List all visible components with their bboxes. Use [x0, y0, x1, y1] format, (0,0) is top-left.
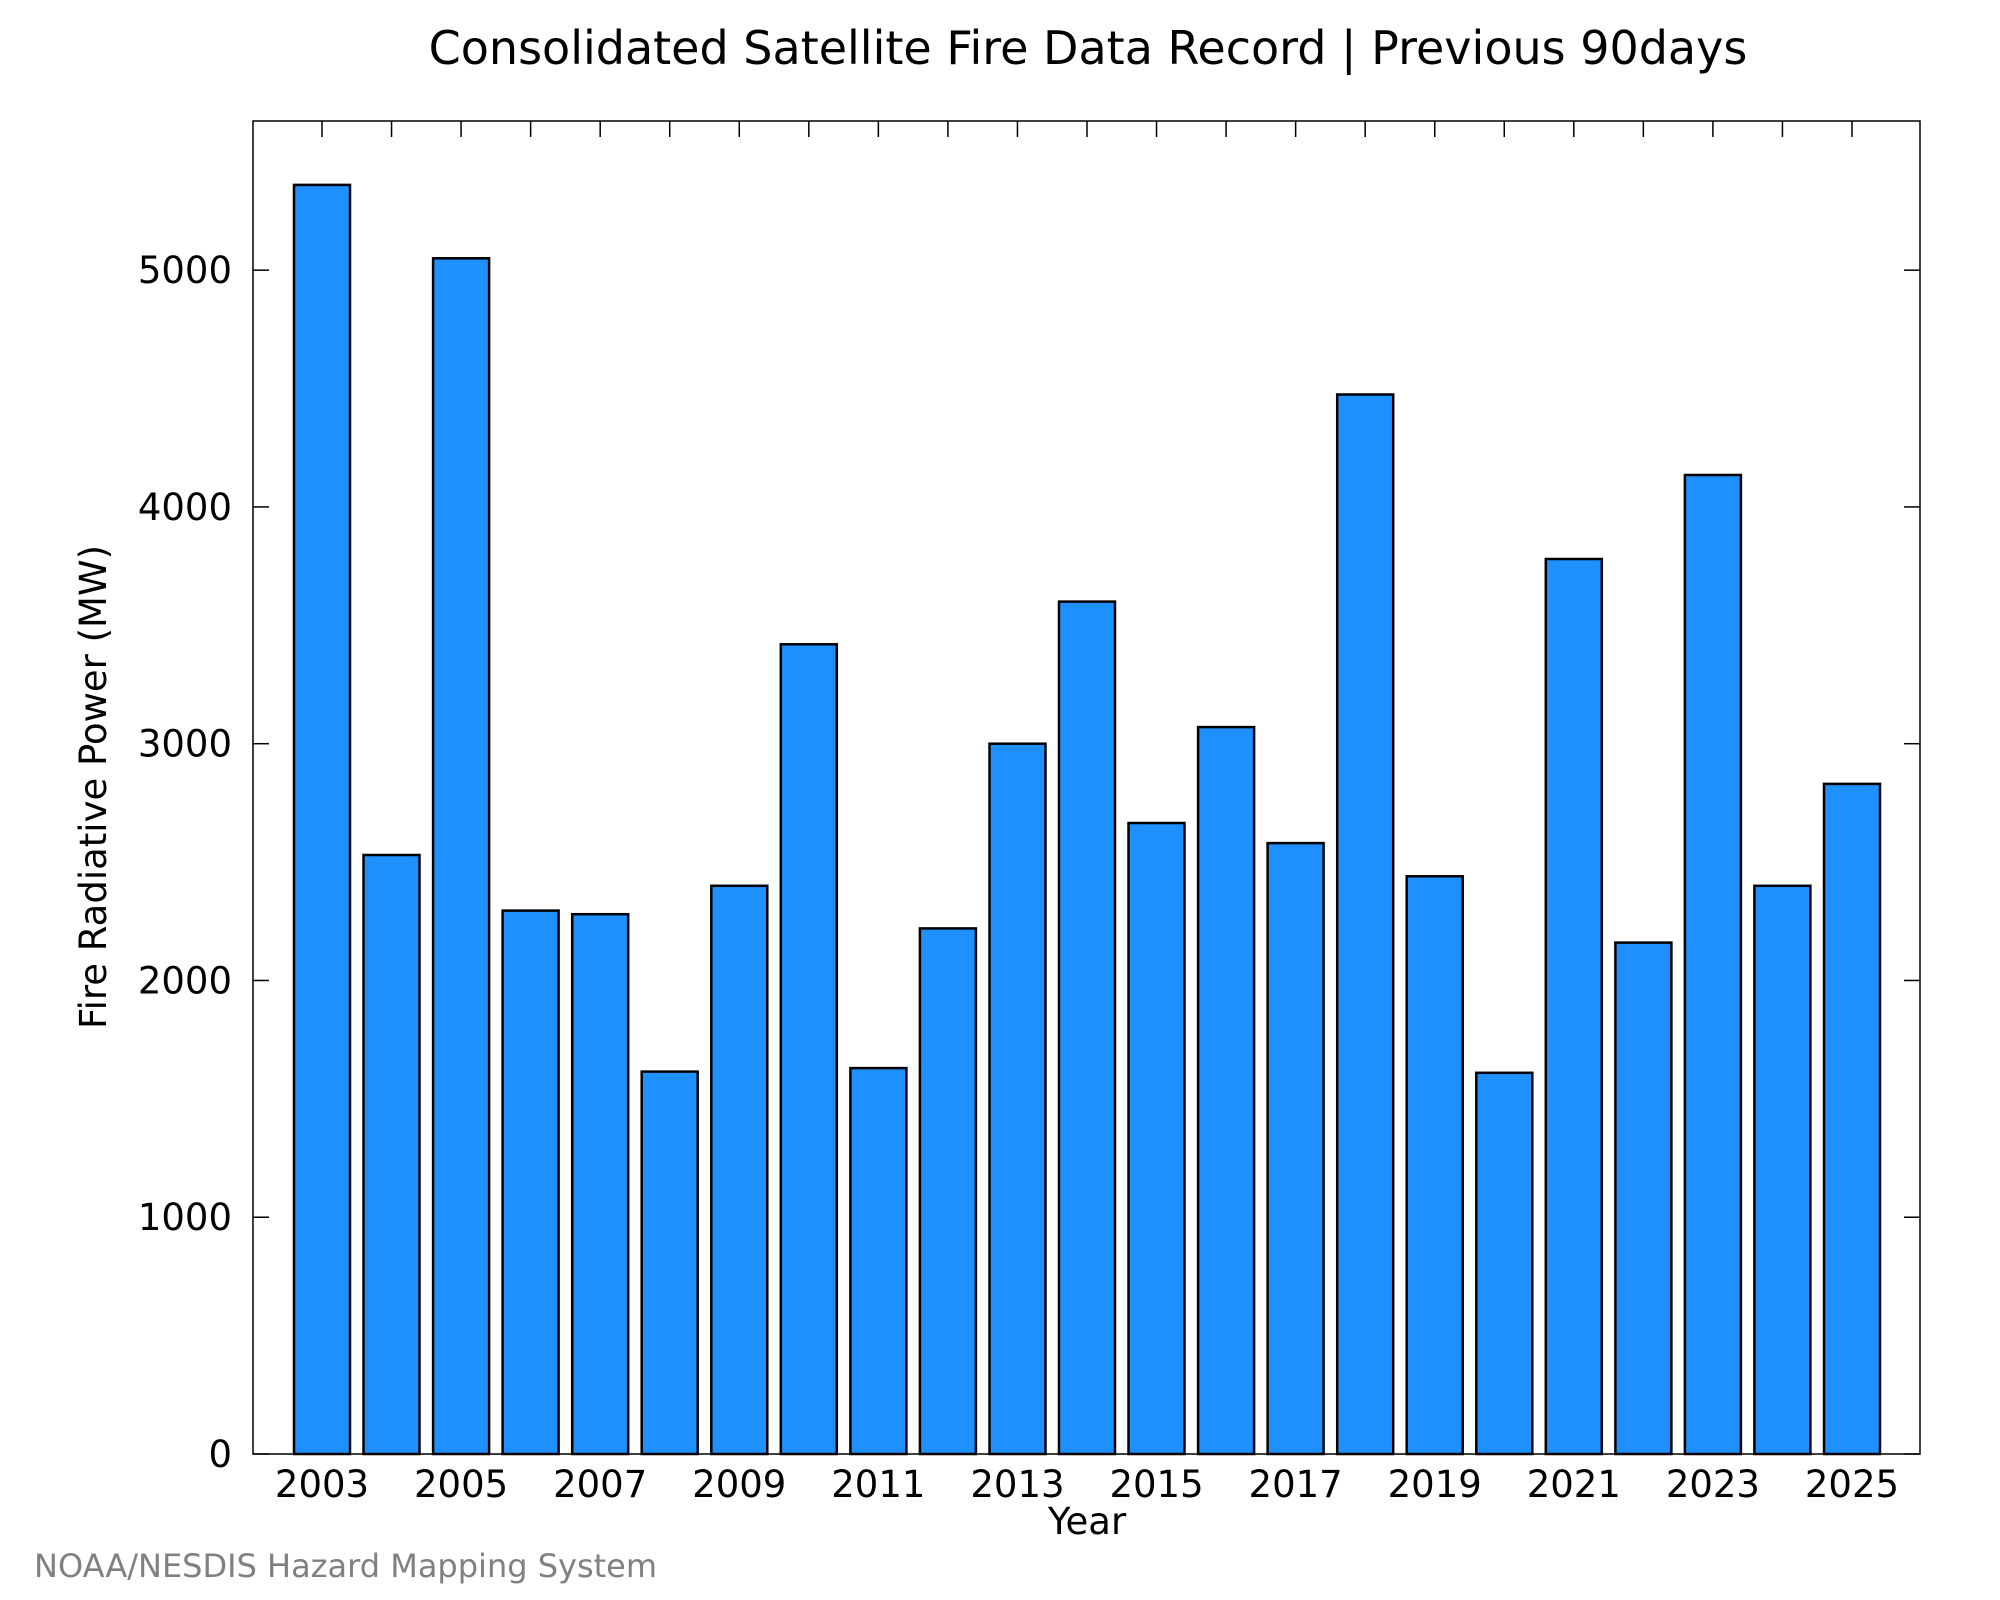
bar-2006 [501, 909, 560, 1456]
x-tick-label-2017: 2017 [1249, 1463, 1343, 1506]
bar-2018 [1335, 393, 1395, 1456]
x-tick-label-2015: 2015 [1109, 1463, 1203, 1506]
y-axis-label: Fire Radiative Power (MW) [72, 545, 115, 1029]
bar-2009 [710, 884, 769, 1456]
y-tick-label-3000: 3000 [138, 723, 232, 766]
x-tick-label-2007: 2007 [553, 1463, 647, 1506]
y-tick-label-0: 0 [208, 1433, 232, 1476]
y-tick-label-1000: 1000 [138, 1196, 232, 1239]
y-tick-label-2000: 2000 [138, 959, 232, 1002]
x-tick-label-2005: 2005 [414, 1463, 508, 1506]
chart-title: Consolidated Satellite Fire Data Record … [429, 21, 1748, 76]
y-axis-tick-labels: 0 1000 2000 3000 4000 5000 [138, 249, 232, 1476]
x-tick-label-2019: 2019 [1388, 1463, 1482, 1506]
bar-2004 [362, 853, 421, 1456]
x-tick-label-2025: 2025 [1805, 1463, 1899, 1506]
bar-2017 [1266, 841, 1325, 1456]
bar-2012 [918, 927, 978, 1456]
bar-2022 [1614, 941, 1673, 1456]
credit-text: NOAA/NESDIS Hazard Mapping System [34, 1547, 657, 1585]
bar-2023 [1683, 473, 1743, 1456]
bar-2016 [1196, 725, 1256, 1456]
x-axis-tick-labels: 2003 2005 2007 2009 2011 2013 2015 2017 2019 2021… [275, 1463, 1899, 1506]
x-axis-label: Year [1047, 1500, 1127, 1543]
bar-2013 [988, 742, 1047, 1456]
bar-2003 [292, 183, 352, 1456]
bar-2021 [1544, 557, 1604, 1456]
bar-2024 [1753, 884, 1812, 1456]
bar-2010 [779, 643, 839, 1456]
bar-2015 [1127, 821, 1186, 1456]
x-tick-label-2021: 2021 [1527, 1463, 1621, 1506]
x-tick-label-2009: 2009 [692, 1463, 786, 1506]
bar-2008 [640, 1070, 699, 1456]
x-tick-label-2011: 2011 [831, 1463, 925, 1506]
bar-2020 [1475, 1071, 1534, 1456]
x-tick-label-2003: 2003 [275, 1463, 369, 1506]
bars-group [292, 183, 1882, 1456]
bar-2011 [849, 1066, 908, 1456]
bar-2014 [1057, 600, 1117, 1456]
bar-2019 [1405, 875, 1464, 1456]
x-tick-label-2023: 2023 [1666, 1463, 1760, 1506]
bar-2007 [570, 912, 630, 1456]
x-tick-label-2013: 2013 [970, 1463, 1064, 1506]
bar-2025 [1822, 782, 1882, 1456]
y-tick-label-4000: 4000 [138, 486, 232, 529]
bar-2005 [431, 257, 491, 1456]
y-tick-label-5000: 5000 [138, 249, 232, 292]
